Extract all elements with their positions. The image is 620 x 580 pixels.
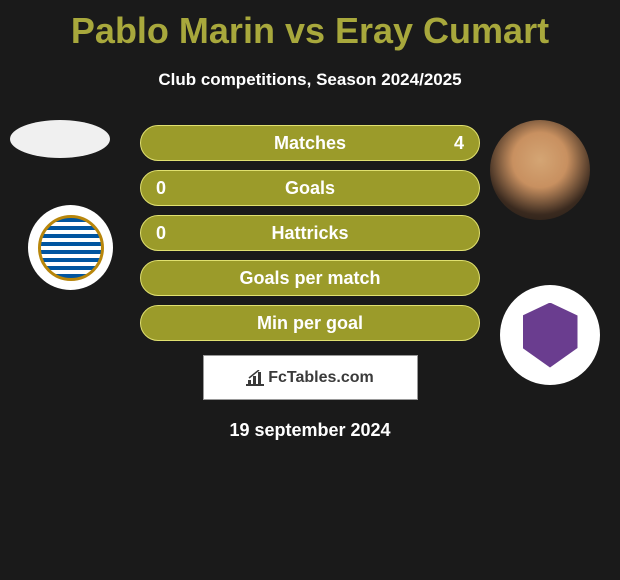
stat-label: Min per goal	[257, 313, 363, 334]
comparison-area: Matches 4 0 Goals 0 Hattricks Goals per …	[0, 125, 620, 441]
page-title: Pablo Marin vs Eray Cumart	[0, 0, 620, 52]
stat-value-right: 4	[454, 133, 464, 154]
stat-row: Min per goal	[140, 305, 480, 341]
stat-value-left: 0	[156, 178, 166, 199]
stat-row: 0 Goals	[140, 170, 480, 206]
stat-label: Hattricks	[271, 223, 348, 244]
chart-icon	[246, 370, 264, 386]
brand-label: FcTables.com	[268, 369, 374, 387]
stat-value-left: 0	[156, 223, 166, 244]
subtitle: Club competitions, Season 2024/2025	[0, 70, 620, 90]
date-label: 19 september 2024	[0, 420, 620, 441]
player-photo-left	[10, 120, 110, 158]
stat-label: Goals	[285, 178, 335, 199]
stat-label: Goals per match	[239, 268, 380, 289]
stat-row: Matches 4	[140, 125, 480, 161]
stat-row: 0 Hattricks	[140, 215, 480, 251]
stat-row: Goals per match	[140, 260, 480, 296]
player-photo-right	[490, 120, 590, 220]
stat-label: Matches	[274, 133, 346, 154]
club-logo-right	[500, 285, 600, 385]
brand-box: FcTables.com	[203, 355, 418, 400]
club-logo-left	[28, 205, 113, 290]
